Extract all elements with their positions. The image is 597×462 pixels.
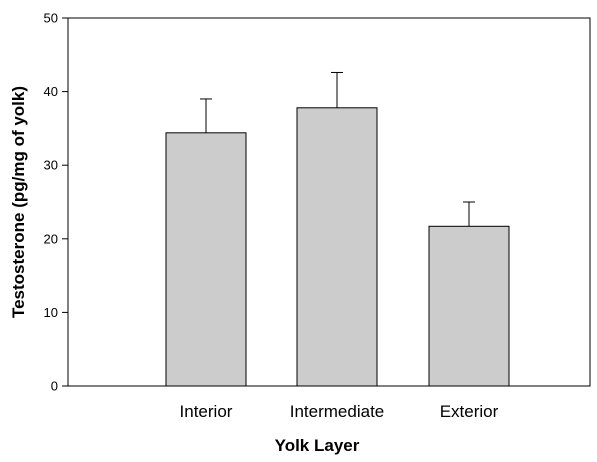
y-tick-label: 0 bbox=[51, 379, 58, 394]
bar bbox=[428, 225, 510, 387]
x-tick-label: Interior bbox=[180, 402, 233, 421]
bars bbox=[165, 107, 510, 387]
y-axis-title: Testosterone (pg/mg of yolk) bbox=[9, 86, 28, 318]
y-tick-label: 20 bbox=[44, 231, 58, 246]
x-tick-label: Intermediate bbox=[290, 402, 385, 421]
y-tick-label: 50 bbox=[44, 11, 58, 26]
y-tick-label: 30 bbox=[44, 158, 58, 173]
error-bars bbox=[200, 71, 475, 227]
x-tick-label: Exterior bbox=[440, 402, 499, 421]
x-axis-labels: Interior Intermediate Exterior bbox=[180, 402, 499, 421]
y-axis: 0 10 20 30 40 50 bbox=[44, 11, 68, 394]
bar bbox=[165, 132, 247, 387]
x-axis-title: Yolk Layer bbox=[275, 436, 360, 455]
bar bbox=[296, 107, 378, 387]
y-tick-label: 10 bbox=[44, 305, 58, 320]
y-tick-label: 40 bbox=[44, 84, 58, 99]
